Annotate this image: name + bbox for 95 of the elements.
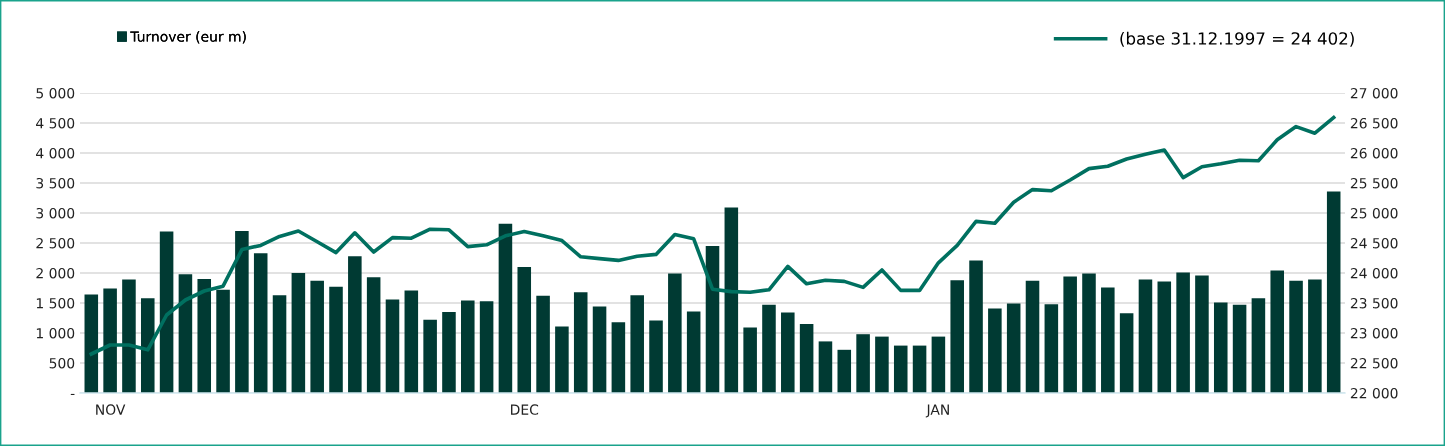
bar: [461, 300, 475, 393]
bar: [122, 279, 136, 393]
y-tick-label: 500: [49, 357, 75, 369]
bar: [197, 279, 212, 393]
y-tick-label: 4 500: [36, 117, 75, 129]
bar: [724, 207, 739, 393]
bar: [743, 327, 757, 393]
bar: [423, 319, 437, 393]
bar: [837, 349, 852, 393]
bar: [1101, 287, 1115, 393]
bar: [856, 334, 870, 393]
bar: [517, 267, 532, 393]
y2-tick-label: 26 500: [1350, 117, 1398, 129]
bar: [988, 308, 1002, 393]
bar: [893, 345, 908, 393]
bar: [969, 260, 983, 393]
y-tick-label: 2 000: [36, 267, 75, 279]
bar: [1025, 280, 1040, 393]
bar: [272, 295, 287, 393]
legend-label: Turnover (eur m): [130, 31, 246, 44]
y2-tick-label: 23 000: [1350, 327, 1398, 339]
bar: [1195, 275, 1209, 393]
y2-tick-label: 24 000: [1350, 267, 1398, 279]
bar: [1213, 302, 1228, 393]
x-tick-label: DEC: [511, 404, 539, 415]
bar: [366, 277, 381, 393]
x-tick-label: NOV: [96, 404, 126, 415]
bar: [178, 274, 193, 393]
bar: [291, 273, 306, 393]
bar: [1308, 279, 1322, 393]
bar: [1119, 313, 1134, 393]
bar: [140, 298, 155, 393]
bar: [818, 341, 833, 393]
bar: [84, 294, 99, 393]
y2-tick-label: 22 000: [1350, 387, 1398, 399]
bar: [1006, 303, 1021, 393]
bar: [1138, 279, 1153, 393]
bar: [310, 280, 324, 393]
bar: [1157, 281, 1172, 393]
y-tick-label: 2 500: [36, 237, 75, 249]
bar: [950, 280, 964, 393]
bar: [1082, 273, 1096, 393]
bar: [1063, 276, 1077, 393]
bar: [592, 306, 607, 393]
bar: [348, 256, 362, 393]
bar: [253, 253, 268, 393]
bar: [875, 336, 889, 393]
bar: [630, 295, 644, 393]
bar: [1176, 272, 1190, 393]
x-tick-label: JAN: [925, 404, 949, 418]
bar: [649, 320, 663, 393]
bar: [1044, 304, 1059, 393]
y-tick-label: -: [70, 393, 75, 396]
bar: [781, 312, 795, 393]
line-series: [89, 115, 1336, 356]
y-tick-label: 3 500: [36, 177, 75, 189]
bar: [385, 299, 400, 393]
bar: [705, 246, 720, 393]
bar: [1232, 304, 1247, 393]
y2-tick-label: 24 500: [1350, 237, 1398, 249]
bar: [611, 322, 626, 393]
bar: [573, 292, 588, 393]
bar: [404, 290, 419, 393]
bar: [1289, 280, 1303, 393]
bar: [103, 288, 117, 393]
legend-label: (base 31.12.1997 = 24 402): [1120, 31, 1354, 47]
bar: [1270, 270, 1285, 393]
y2-tick-label: 26 000: [1350, 147, 1398, 159]
bar: [799, 324, 814, 393]
bar: [912, 345, 927, 393]
bar: [235, 231, 249, 393]
bar: [329, 286, 343, 393]
y2-tick-label: 25 000: [1350, 207, 1398, 219]
bar: [536, 295, 550, 393]
bar: [1326, 191, 1341, 393]
y2-tick-label: 27 000: [1350, 87, 1398, 99]
bar: [762, 304, 776, 393]
bar: [1251, 298, 1266, 393]
bar: [498, 223, 513, 393]
y2-tick-label: 25 500: [1350, 177, 1398, 189]
y-tick-label: 4 000: [36, 147, 75, 159]
bar: [442, 312, 456, 393]
y2-tick-label: 23 500: [1350, 297, 1398, 309]
y-tick-label: 1 500: [36, 297, 75, 309]
y-tick-label: 3 000: [36, 207, 75, 219]
bar: [555, 326, 569, 393]
y2-tick-label: 22 500: [1350, 357, 1398, 369]
bar: [479, 301, 494, 393]
y-tick-label: 1 000: [36, 327, 75, 339]
bar: [159, 231, 174, 393]
bar: [686, 311, 701, 393]
bar: [668, 273, 682, 393]
y-tick-label: 5 000: [36, 87, 75, 99]
bar: [931, 336, 946, 393]
bar: [216, 289, 230, 393]
